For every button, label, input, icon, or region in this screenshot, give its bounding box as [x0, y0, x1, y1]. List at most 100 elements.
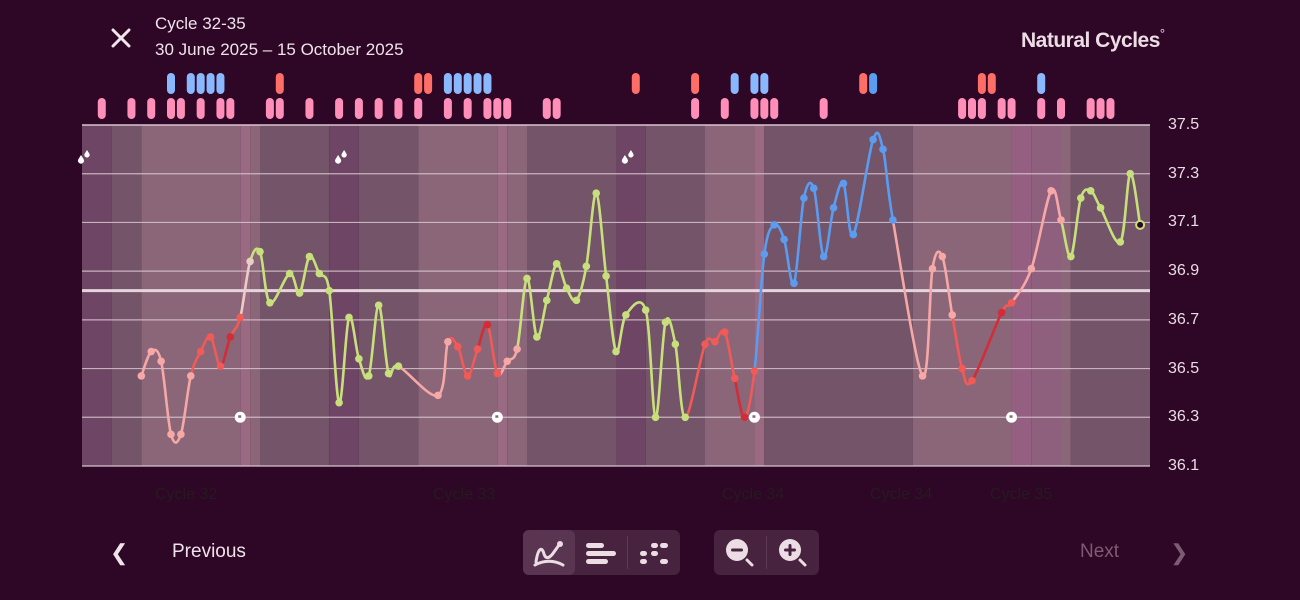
today-point: [1135, 219, 1146, 230]
temperature-point: [938, 252, 947, 261]
temperature-line-segment: [159, 359, 173, 436]
temperature-point: [246, 257, 254, 266]
marker-bottom: [1057, 98, 1065, 119]
temperature-line-segment: [881, 148, 895, 222]
phase-band-period: [82, 125, 112, 466]
close-button[interactable]: [108, 25, 134, 51]
next-button[interactable]: Next: [1080, 541, 1120, 562]
temperature-point: [661, 318, 670, 327]
temperature-point: [1126, 169, 1135, 178]
zoom-out-button[interactable]: [714, 530, 766, 575]
marker-bottom: [354, 98, 363, 119]
temperature-point: [770, 221, 779, 229]
phase-band-infertile: [645, 125, 705, 466]
temperature-point: [503, 357, 512, 366]
phase-band-fertile: [250, 125, 260, 466]
previous-button[interactable]: Previous: [172, 541, 246, 562]
marker-bottom: [414, 98, 423, 119]
temperature-point: [493, 369, 502, 378]
phase-band-fertile: [418, 125, 498, 466]
marker-bottom: [265, 98, 274, 119]
phase-band-fertile: [141, 125, 241, 466]
temperature-point: [819, 252, 828, 261]
marker-bottom: [176, 98, 185, 119]
temperature-point: [879, 145, 887, 154]
temperature-point: [216, 362, 225, 370]
marker-top-blue: [453, 73, 462, 94]
cycle-label: Cycle 34: [870, 486, 933, 503]
phase-band-ovulation: [497, 125, 508, 466]
temperature-point: [750, 367, 759, 375]
graph-view-button[interactable]: [523, 530, 575, 575]
temperature-point: [711, 337, 719, 346]
dots-view-button[interactable]: [628, 530, 680, 575]
marker-top-blue: [167, 73, 175, 94]
marker-bottom: [760, 98, 769, 119]
phase-band-period: [616, 125, 646, 466]
cycle-label: Cycle 35: [990, 486, 1053, 503]
phase-band-fertile: [1061, 125, 1071, 466]
chevron-left-icon[interactable]: ❮: [110, 540, 129, 565]
bars-view-button[interactable]: [575, 530, 627, 575]
drop: [628, 150, 634, 158]
cycle-label: Cycle 33: [433, 486, 496, 503]
line-graph-icon: [533, 540, 565, 566]
temperature-point: [1027, 264, 1036, 273]
phase-band-fertile: [912, 125, 1012, 466]
period-drop-icon: [335, 150, 347, 164]
marker-bottom: [216, 98, 225, 119]
temperature-point: [196, 347, 205, 356]
temperature-point: [177, 430, 185, 439]
phase-band-fertile: [705, 125, 755, 466]
temperature-point: [434, 391, 442, 400]
temperature-point: [1086, 186, 1095, 195]
temperature-point: [305, 252, 314, 261]
marker-top-blue: [730, 73, 739, 94]
marker-bottom: [552, 98, 561, 119]
period-drop-icon: [77, 150, 90, 164]
temperature-chart[interactable]: [0, 60, 1300, 520]
y-tick-label: 37.3: [1168, 164, 1200, 182]
marker-top-blue: [206, 73, 215, 94]
temperature-point: [374, 301, 383, 310]
marker-bottom: [958, 98, 967, 119]
temperature-point: [523, 274, 531, 283]
temperature-point: [968, 376, 976, 385]
phase-band-fertile: [507, 125, 527, 466]
ovulation-dot: [495, 415, 499, 418]
cycle-label: Cycle 32: [155, 486, 218, 503]
temperature-point: [790, 279, 798, 288]
temperature-point: [592, 189, 601, 197]
temperature-line-segment: [891, 218, 924, 378]
marker-bottom: [997, 98, 1006, 119]
temperature-point: [651, 413, 660, 422]
y-tick-label: 36.1: [1168, 457, 1200, 474]
temperature-point: [295, 289, 304, 297]
temperature-point: [671, 340, 680, 349]
temperature-point: [958, 364, 966, 373]
marker-bottom: [463, 98, 472, 119]
temperature-point: [839, 179, 848, 188]
temperature-point: [542, 296, 551, 305]
temperature-point: [552, 260, 561, 268]
y-tick-label: 36.9: [1168, 262, 1200, 280]
phase-band-infertile: [358, 125, 419, 466]
chevron-right-icon[interactable]: ❯: [1170, 540, 1189, 565]
temperature-point: [780, 235, 788, 244]
logo: Natural Cycles°: [1021, 26, 1165, 53]
phase-band-pink: [1011, 125, 1032, 466]
period-drop-icon: [621, 150, 634, 164]
temperature-point: [444, 337, 452, 346]
temperature-point: [602, 272, 610, 280]
date-range: 30 June 2025 – 15 October 2025: [155, 40, 404, 59]
marker-top-red: [987, 73, 996, 94]
temperature-point: [612, 347, 620, 356]
zoom-in-button[interactable]: [767, 530, 819, 575]
temperature-point: [809, 184, 818, 193]
marker-bottom: [1007, 98, 1016, 119]
marker-bottom: [542, 98, 551, 119]
phase-band-pinkish: [1031, 125, 1061, 466]
temperature-point: [483, 320, 492, 329]
temperature-point: [137, 372, 146, 380]
marker-bottom: [196, 98, 205, 119]
